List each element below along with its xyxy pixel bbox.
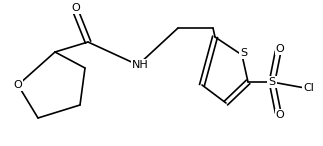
Text: O: O	[72, 3, 80, 13]
Text: O: O	[14, 80, 22, 90]
Text: S: S	[240, 48, 247, 58]
Text: NH: NH	[132, 60, 148, 70]
Text: S: S	[268, 77, 276, 87]
Text: O: O	[276, 110, 284, 120]
Text: O: O	[276, 44, 284, 54]
Text: Cl: Cl	[304, 83, 314, 93]
